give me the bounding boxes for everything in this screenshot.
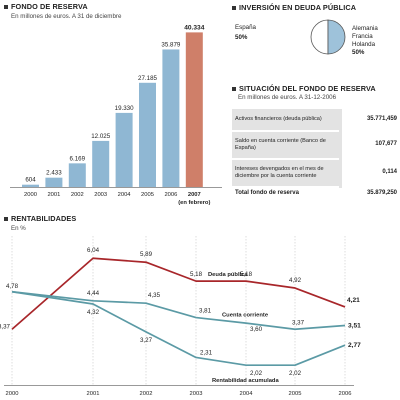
- fondo-bar-chart: 604 2000 2.433 2001 6.169 2002 12.025 2003 19.33…: [10, 24, 222, 206]
- fondo-title: FONDO DE RESERVA: [4, 2, 88, 11]
- table-row: Activos financieros (deuda pública) 35.7…: [232, 109, 400, 132]
- situacion-title-text: SITUACIÓN DEL FONDO DE RESERVA: [239, 84, 376, 93]
- situacion-table: Activos financieros (deuda pública) 35.7…: [232, 109, 400, 199]
- line-data-label: 2,77: [348, 342, 361, 349]
- line-data-label: 3,60: [250, 326, 263, 333]
- bar-note-label: (en febrero): [178, 200, 210, 206]
- bar-category-label: 2002: [71, 192, 84, 198]
- bar-category-label: 2000: [24, 192, 37, 198]
- series-name-deuda: Deuda pública: [208, 272, 248, 278]
- inversion-pie-chart: España 50% Alemania Francia Holanda 50%: [235, 19, 378, 56]
- rentabilidades-subtitle: En %: [11, 225, 26, 232]
- section-square-icon: [232, 86, 236, 91]
- section-square-icon: [4, 4, 8, 9]
- table-row-label: Intereses devengados en el mes de diciem…: [232, 159, 341, 188]
- line-category-label: 2003: [190, 391, 203, 397]
- inversion-title: INVERSIÓN EN DEUDA PÚBLICA: [232, 3, 356, 12]
- bar-category-label: 2007: [188, 192, 201, 198]
- situacion-subtitle: En millones de euros. A 31-12-2006: [238, 94, 337, 101]
- bar-2002: [68, 163, 86, 187]
- line-data-label: 3,37: [0, 323, 11, 330]
- line-data-label: 3,81: [199, 308, 212, 315]
- section-square-icon: [4, 216, 8, 221]
- line-data-label: 4,32: [87, 309, 100, 316]
- fondo-title-text: FONDO DE RESERVA: [11, 2, 88, 11]
- section-square-icon: [232, 5, 236, 10]
- pie-pct-right: 50%: [352, 49, 365, 56]
- line-category-label: 2000: [6, 391, 19, 397]
- bar-value-label: 6.169: [70, 155, 86, 162]
- bar-value-label: 19.330: [115, 105, 134, 112]
- line-data-label: 4,44: [87, 290, 100, 297]
- line-data-label: 5,18: [190, 271, 203, 278]
- line-data-label: 3,51: [348, 323, 361, 330]
- table-total-label: Total fondo de reserva: [232, 186, 341, 199]
- rentabilidades-title: RENTABILIDADES: [4, 214, 76, 223]
- bar-category-label: 2001: [47, 192, 60, 198]
- table-total-row: Total fondo de reserva 35.879,250: [232, 186, 400, 199]
- situacion-title: SITUACIÓN DEL FONDO DE RESERVA: [232, 84, 376, 93]
- line-category-label: 2001: [87, 391, 100, 397]
- rentabilidades-line-chart: 2000 2001 2002 2003 2004 2005 2006 3,37 6,04 5,89…: [0, 236, 361, 397]
- bar-category-label: 2003: [94, 192, 107, 198]
- pie-label-alemania: Alemania: [352, 25, 378, 32]
- line-data-label: 6,04: [87, 247, 100, 254]
- bar-category-label: 2005: [141, 192, 154, 198]
- series-line-1: [11, 290, 346, 331]
- bar-category-label: 2004: [118, 192, 132, 198]
- table-total-value: 35.879,250: [340, 186, 400, 199]
- line-data-label: 5,89: [140, 251, 153, 258]
- bar-2003: [92, 140, 110, 187]
- bar-value-label: 2.433: [46, 170, 62, 177]
- table-row-value: 35.771,459: [339, 109, 400, 132]
- line-data-label: 2,02: [250, 370, 263, 377]
- series-line-2: [11, 290, 346, 367]
- line-category-label: 2004: [240, 391, 254, 397]
- series-name-cuenta: Cuenta corriente: [222, 312, 269, 318]
- table-row: Saldo en cuenta corriente (Banco de Espa…: [232, 131, 400, 160]
- line-category-label: 2006: [339, 391, 352, 397]
- line-data-label: 3,37: [292, 319, 305, 326]
- bar-category-label: 2006: [164, 192, 177, 198]
- bar-2007: [185, 32, 203, 187]
- pie-label-francia: Francia: [352, 33, 373, 40]
- pie-slice: [310, 19, 329, 55]
- bar-value-label: 604: [25, 177, 36, 184]
- series-line-0: [11, 257, 346, 330]
- line-data-label: 2,02: [289, 370, 302, 377]
- table-row-label: Saldo en cuenta corriente (Banco de Espa…: [232, 131, 341, 160]
- line-data-label: 5,18: [240, 271, 253, 278]
- pie-label-holanda: Holanda: [352, 41, 376, 48]
- line-data-label: 4,21: [347, 297, 360, 304]
- line-category-label: 2005: [289, 391, 302, 397]
- pie-slice: [327, 19, 346, 55]
- line-data-label: 3,27: [140, 337, 153, 344]
- bar-2006: [162, 49, 180, 187]
- bar-value-label: 27.185: [138, 75, 157, 82]
- inversion-title-text: INVERSIÓN EN DEUDA PÚBLICA: [239, 3, 357, 12]
- series-name-acumulada: Rentabilidad acumulada: [212, 378, 279, 384]
- table-row-label: Activos financieros (deuda pública): [232, 109, 341, 132]
- line-data-label: 4,92: [289, 277, 302, 284]
- bar-2004: [115, 112, 133, 187]
- bar-value-label: 40.334: [184, 24, 205, 31]
- table-row-value: 0,114: [339, 159, 400, 188]
- rentabilidades-title-text: RENTABILIDADES: [11, 214, 77, 223]
- bar-2001: [45, 177, 63, 187]
- line-data-label: 2,31: [200, 349, 213, 356]
- bar-2000: [22, 184, 39, 187]
- bar-value-label: 12.025: [91, 133, 110, 140]
- line-data-label: 4,35: [148, 292, 161, 299]
- line-data-label: 4,78: [6, 283, 19, 290]
- bar-2005: [139, 82, 156, 187]
- line-category-label: 2002: [140, 391, 153, 397]
- fondo-subtitle: En millones de euros. A 31 de diciembre: [11, 13, 122, 20]
- table-row-value: 107,677: [339, 131, 400, 160]
- bar-value-label: 35.879: [161, 41, 180, 48]
- pie-label-espana: España: [235, 24, 257, 31]
- table-row: Intereses devengados en el mes de diciem…: [232, 159, 400, 188]
- pie-pct-espana: 50%: [235, 34, 248, 41]
